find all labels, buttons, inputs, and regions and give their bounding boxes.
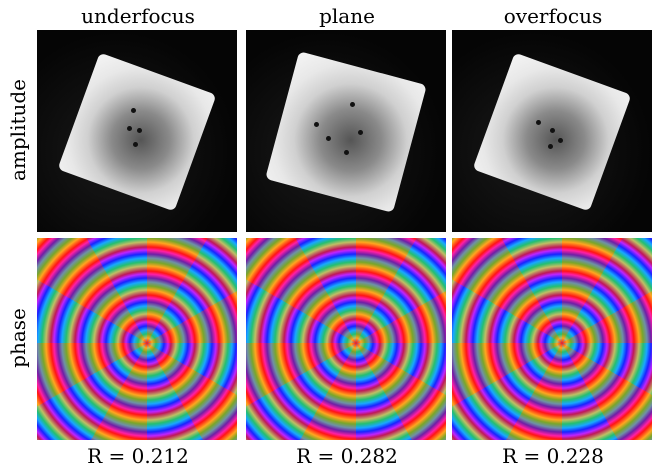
caption: R = 0.228 — [452, 444, 652, 468]
column-title: underfocus — [37, 4, 239, 28]
row-label: phase — [6, 308, 30, 368]
amplitude-image — [246, 30, 446, 232]
figure: underfocus plane overfocus amplitude pha… — [0, 0, 652, 470]
amplitude-image — [37, 30, 237, 232]
phase-image — [246, 238, 446, 440]
column-title: overfocus — [452, 4, 652, 28]
amplitude-image — [452, 30, 652, 232]
row-label: amplitude — [6, 79, 30, 181]
phase-image — [452, 238, 652, 440]
caption: R = 0.212 — [37, 444, 239, 468]
caption: R = 0.282 — [246, 444, 448, 468]
column-title: plane — [246, 4, 448, 28]
phase-image — [37, 238, 237, 440]
